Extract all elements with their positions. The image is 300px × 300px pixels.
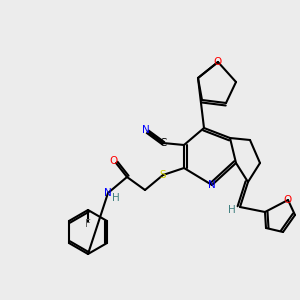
Text: S: S bbox=[160, 170, 166, 180]
Text: O: O bbox=[284, 195, 292, 205]
Text: F: F bbox=[85, 219, 91, 229]
Text: O: O bbox=[214, 57, 222, 67]
Text: N: N bbox=[142, 125, 150, 135]
Text: C: C bbox=[159, 138, 167, 148]
Text: N: N bbox=[208, 180, 216, 190]
Text: H: H bbox=[112, 193, 120, 203]
Text: H: H bbox=[228, 205, 236, 215]
Text: N: N bbox=[104, 188, 112, 198]
Text: O: O bbox=[110, 156, 118, 166]
